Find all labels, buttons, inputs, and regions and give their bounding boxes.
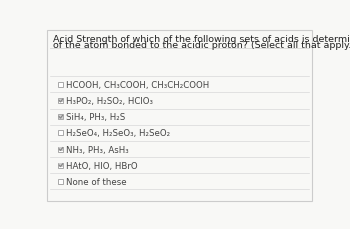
Text: NH₃, PH₃, AsH₃: NH₃, PH₃, AsH₃ bbox=[66, 145, 128, 154]
Bar bbox=[59, 147, 63, 151]
Text: Acid Strength of which of the following sets of acids is determined by the atomi: Acid Strength of which of the following … bbox=[53, 34, 350, 43]
Text: HAtO, HIO, HBrO: HAtO, HIO, HBrO bbox=[66, 161, 137, 170]
Text: H₂SeO₄, H₂SeO₃, H₂SeO₂: H₂SeO₄, H₂SeO₃, H₂SeO₂ bbox=[66, 129, 170, 138]
Text: of the atom bonded to the acidic proton? (Select all that apply.): of the atom bonded to the acidic proton?… bbox=[53, 41, 350, 50]
Bar bbox=[58, 147, 63, 152]
Bar bbox=[58, 163, 63, 168]
Bar bbox=[59, 115, 63, 119]
Text: H₃PO₂, H₂SO₂, HClO₃: H₃PO₂, H₂SO₂, HClO₃ bbox=[66, 97, 153, 106]
Text: None of these: None of these bbox=[66, 177, 126, 186]
Text: HCOOH, CH₃COOH, CH₃CH₂COOH: HCOOH, CH₃COOH, CH₃CH₂COOH bbox=[66, 81, 209, 90]
Bar bbox=[59, 164, 63, 167]
Bar bbox=[58, 82, 63, 87]
Bar bbox=[58, 115, 63, 120]
Bar bbox=[59, 99, 63, 103]
Bar bbox=[58, 131, 63, 136]
Bar bbox=[58, 99, 63, 104]
Text: SiH₄, PH₃, H₂S: SiH₄, PH₃, H₂S bbox=[66, 113, 125, 122]
Bar bbox=[58, 179, 63, 184]
FancyBboxPatch shape bbox=[47, 30, 312, 201]
